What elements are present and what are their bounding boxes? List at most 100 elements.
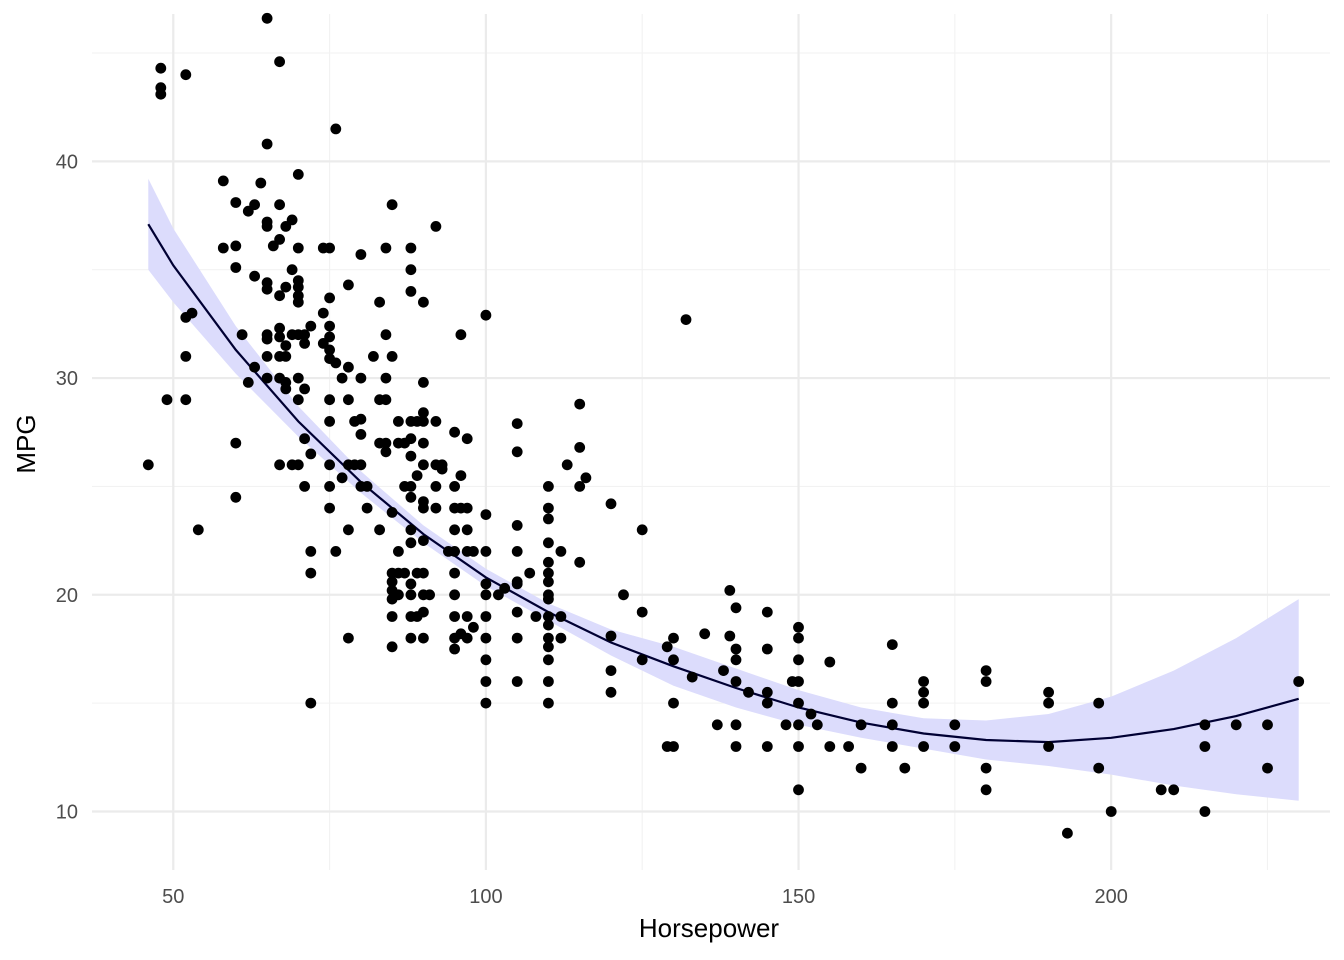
- data-point: [636, 524, 648, 536]
- data-point: [274, 331, 285, 343]
- data-point: [449, 567, 460, 579]
- data-point: [418, 606, 429, 618]
- data-point: [980, 762, 992, 774]
- data-point: [449, 643, 460, 655]
- data-point: [324, 416, 335, 427]
- data-point: [543, 619, 554, 631]
- data-point: [336, 472, 348, 484]
- data-point: [418, 535, 429, 546]
- data-point: [855, 719, 867, 731]
- data-point: [305, 320, 317, 332]
- data-point: [430, 416, 442, 427]
- data-point: [330, 123, 342, 135]
- data-point: [1155, 784, 1167, 796]
- data-point: [1043, 686, 1054, 698]
- data-point: [730, 643, 742, 655]
- data-point: [386, 199, 398, 211]
- data-point: [324, 481, 335, 492]
- data-point: [918, 676, 929, 687]
- x-axis-title: Horsepower: [639, 913, 780, 943]
- minor-gridlines: [92, 14, 1330, 870]
- data-point: [299, 433, 310, 445]
- data-point: [886, 697, 898, 709]
- data-point: [480, 632, 492, 644]
- data-point: [280, 383, 292, 395]
- data-point: [299, 338, 310, 349]
- data-point: [543, 567, 554, 579]
- data-point: [155, 88, 167, 100]
- data-point: [886, 741, 898, 752]
- data-point: [405, 578, 417, 590]
- y-tick-label: 30: [56, 368, 78, 390]
- data-point: [461, 632, 473, 644]
- data-point: [780, 719, 792, 731]
- data-point: [543, 611, 554, 622]
- data-point: [1262, 762, 1273, 774]
- data-point: [743, 686, 754, 698]
- data-point: [811, 719, 823, 731]
- data-point: [418, 377, 429, 388]
- confidence-ribbon: [148, 178, 1299, 801]
- data-point: [236, 329, 248, 341]
- data-point: [605, 498, 617, 510]
- data-point: [374, 296, 385, 308]
- data-point: [555, 632, 567, 644]
- data-point: [393, 546, 404, 557]
- data-point: [461, 502, 473, 514]
- data-point: [180, 394, 192, 406]
- data-point: [793, 697, 804, 709]
- data-point: [886, 719, 898, 731]
- data-point: [343, 524, 354, 536]
- data-point: [324, 331, 335, 343]
- data-point: [886, 639, 898, 650]
- data-point: [918, 741, 929, 752]
- data-point: [680, 314, 692, 325]
- data-point: [511, 606, 523, 618]
- data-point: [1230, 719, 1242, 731]
- data-point: [261, 12, 273, 24]
- data-point: [261, 138, 273, 150]
- data-point: [405, 242, 417, 254]
- data-point: [386, 641, 398, 653]
- data-point: [574, 442, 586, 453]
- data-point: [280, 281, 292, 293]
- data-point: [217, 175, 229, 187]
- data-point: [793, 676, 804, 687]
- data-point: [793, 632, 804, 644]
- data-point: [761, 643, 773, 655]
- x-tick-label: 50: [162, 886, 184, 908]
- data-point: [261, 277, 273, 289]
- data-point: [1262, 719, 1273, 731]
- data-point: [605, 665, 617, 676]
- data-point: [418, 567, 429, 579]
- data-point: [899, 762, 911, 774]
- data-point: [449, 524, 460, 536]
- data-point: [274, 234, 285, 245]
- data-point: [405, 433, 417, 445]
- data-point: [280, 340, 292, 351]
- data-point: [355, 249, 367, 260]
- data-point: [1093, 697, 1105, 709]
- data-point: [555, 546, 567, 557]
- x-axis-ticks: 50 100 150 200: [162, 886, 1128, 908]
- data-point: [1199, 741, 1211, 752]
- y-tick-label: 40: [56, 151, 78, 173]
- major-gridlines: [92, 14, 1330, 870]
- data-point: [230, 491, 242, 503]
- data-point: [1199, 719, 1211, 731]
- data-point: [480, 309, 492, 321]
- data-point: [355, 413, 367, 425]
- data-point: [361, 502, 373, 514]
- data-point: [405, 589, 417, 601]
- data-point: [292, 169, 304, 180]
- data-point: [661, 641, 673, 653]
- data-point: [249, 199, 260, 211]
- data-point: [261, 333, 273, 345]
- data-point: [155, 62, 167, 74]
- data-point: [324, 242, 335, 254]
- data-point: [668, 741, 679, 752]
- data-point: [574, 481, 586, 492]
- data-point: [324, 320, 335, 332]
- data-point: [274, 322, 285, 334]
- data-point: [543, 632, 554, 644]
